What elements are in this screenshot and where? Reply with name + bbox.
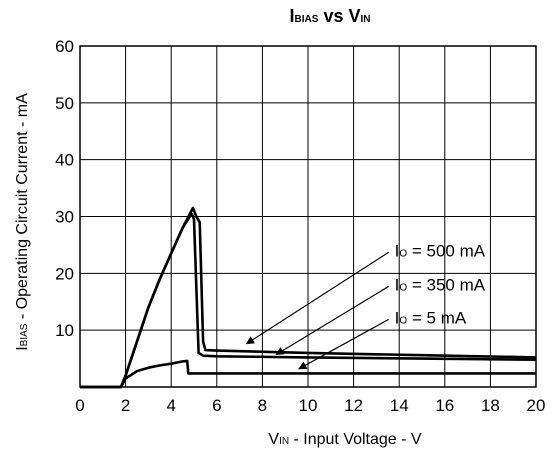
y-tick-label: 60 [55, 37, 74, 56]
chart-title: IBIAS vs VIN [290, 6, 371, 26]
x-tick-label: 20 [527, 396, 546, 415]
y-tick-label: 10 [55, 321, 74, 340]
x-tick-labels: 0 2 4 6 8 10 12 14 16 18 20 [75, 396, 545, 415]
series-line-2 [80, 212, 537, 389]
legend-label: IO = 5 mA [395, 308, 467, 327]
x-tick-label: 4 [166, 396, 175, 415]
legend-arrow [298, 318, 389, 370]
x-tick-label: 14 [390, 396, 409, 415]
x-tick-label: 16 [435, 396, 454, 415]
x-tick-label: 12 [344, 396, 363, 415]
x-tick-label: 8 [258, 396, 267, 415]
legend: IO = 500 mA IO = 350 mA IO = 5 mA [245, 241, 486, 370]
y-tick-label: 20 [55, 264, 74, 283]
x-tick-label: 0 [75, 396, 84, 415]
x-tick-label: 6 [212, 396, 221, 415]
y-tick-label: 40 [55, 151, 74, 170]
plot-frame [79, 45, 537, 388]
y-axis-label: IBIAS - Operating Circuit Current - mA [14, 93, 31, 351]
x-tick-label: 18 [481, 396, 500, 415]
y-tick-labels: 10 20 30 40 50 60 [55, 37, 74, 340]
legend-arrow [245, 251, 389, 345]
y-tick-label: 30 [55, 208, 74, 227]
series-line-3 [80, 359, 536, 389]
x-tick-label: 10 [299, 396, 318, 415]
y-tick-label: 50 [55, 94, 74, 113]
x-axis-label: VIN - Input Voltage - V [268, 431, 422, 448]
legend-label: IO = 350 mA [395, 275, 486, 294]
grid-lines [80, 46, 536, 387]
legend-label: IO = 500 mA [395, 241, 486, 260]
legend-arrow [275, 285, 389, 356]
x-tick-label: 2 [121, 396, 130, 415]
series-lines [80, 206, 537, 389]
